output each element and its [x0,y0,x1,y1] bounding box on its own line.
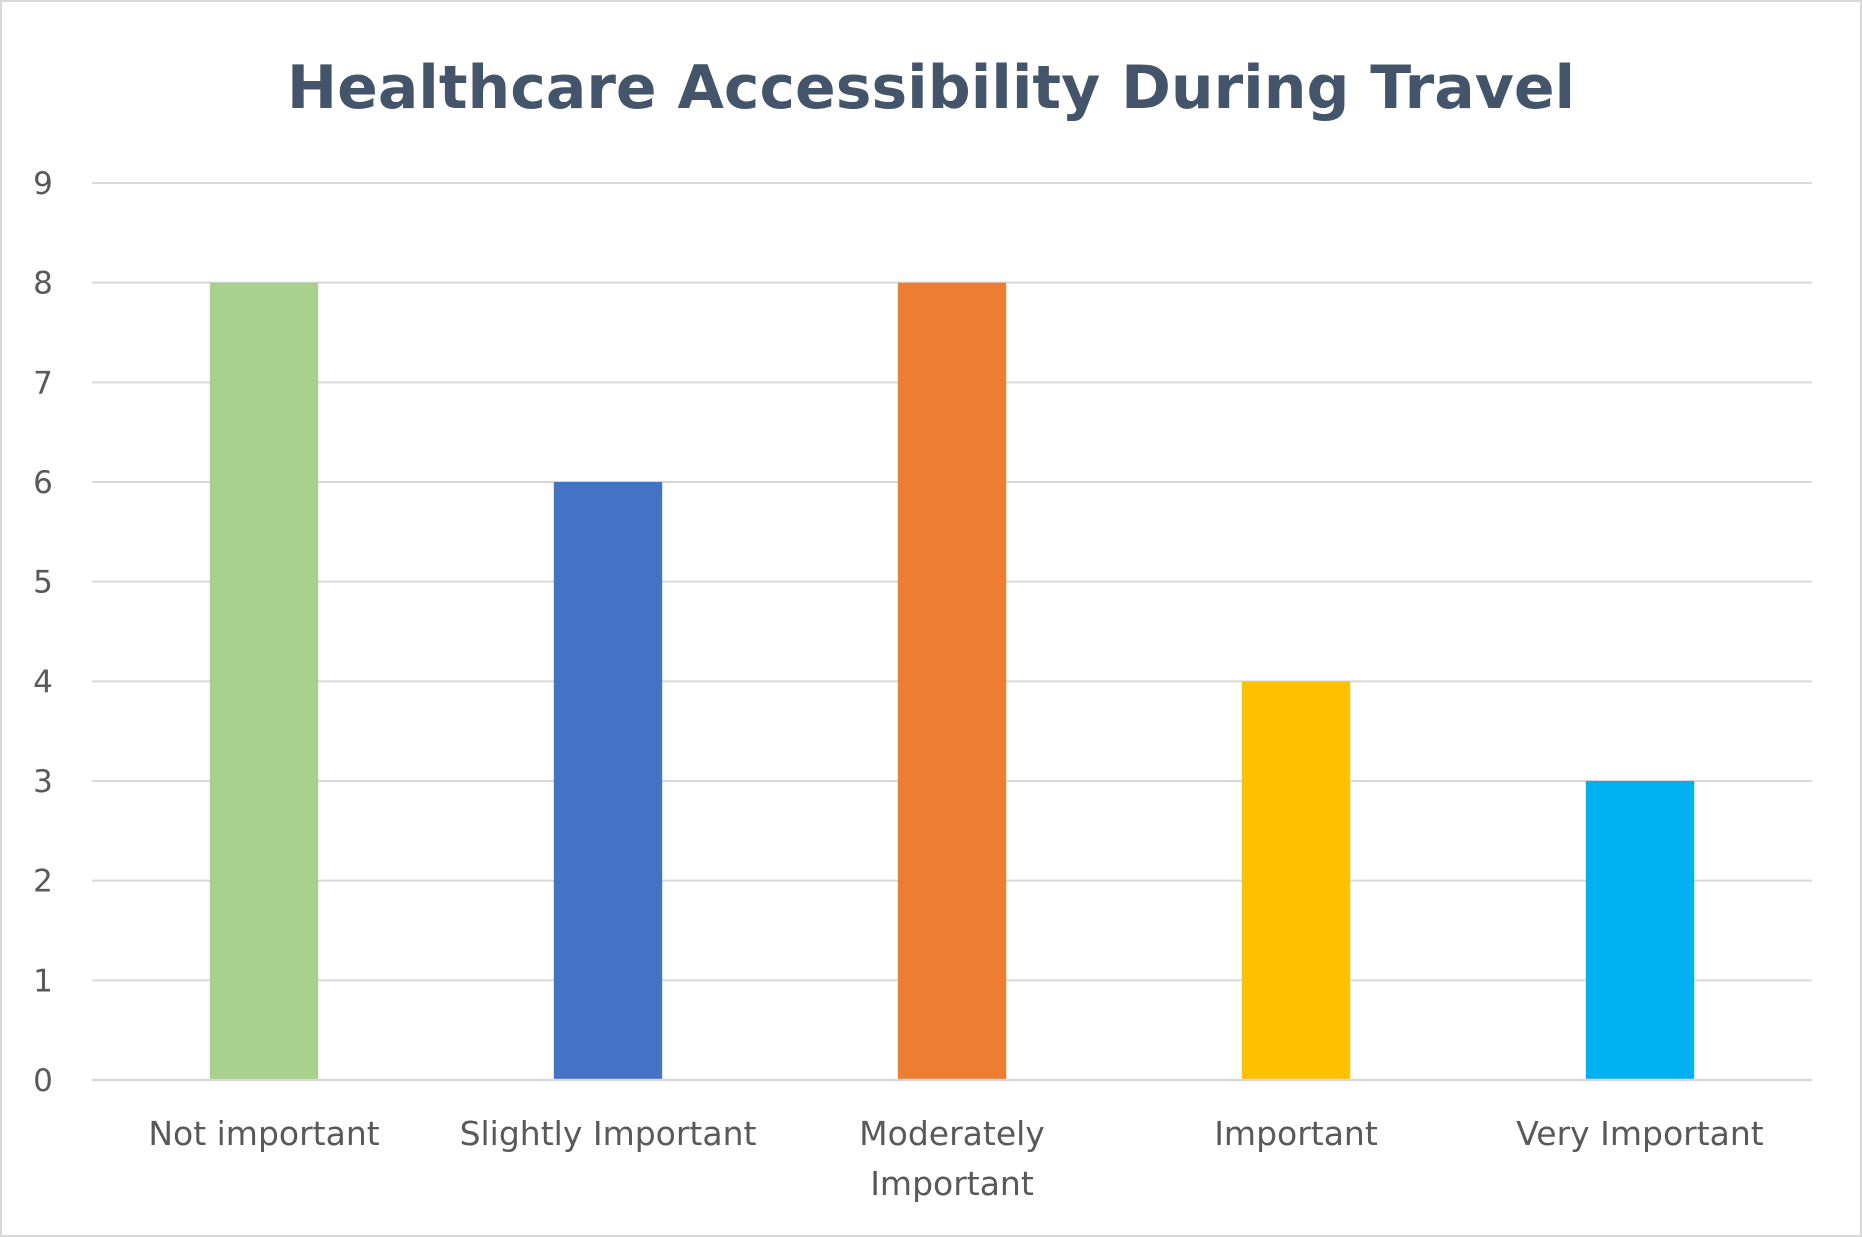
y-tick-label-3: 3 [33,764,53,800]
x-category-label-4: Important [1214,1114,1378,1153]
x-category-label-3: Moderately Important [859,1114,1045,1203]
y-tick-label-9: 9 [33,166,53,202]
x-category-label-5: Very Important [1516,1114,1764,1153]
bars [209,282,1695,1081]
y-tick-label-8: 8 [33,266,53,302]
chart-title: Healthcare Accessibility During Travel [287,53,1575,123]
bar-5 [1585,781,1695,1080]
bar-3 [897,282,1007,1081]
x-axis-category-labels: Not important Slightly Important Moderatel… [148,1114,1763,1203]
x-category-label-2: Slightly Important [460,1114,757,1153]
bar-4 [1241,681,1351,1080]
y-tick-label-5: 5 [33,565,53,601]
y-tick-label-4: 4 [33,664,53,700]
x-category-label-1: Not important [148,1114,379,1153]
bar-2 [553,482,663,1080]
y-tick-label-6: 6 [33,465,53,501]
y-tick-label-2: 2 [33,864,53,900]
y-tick-label-7: 7 [33,365,53,401]
y-tick-label-0: 0 [33,1063,53,1099]
bar-1 [209,282,319,1081]
y-axis-tick-labels: 0 1 2 3 4 5 6 7 8 9 [33,166,53,1099]
y-tick-label-1: 1 [33,963,53,999]
